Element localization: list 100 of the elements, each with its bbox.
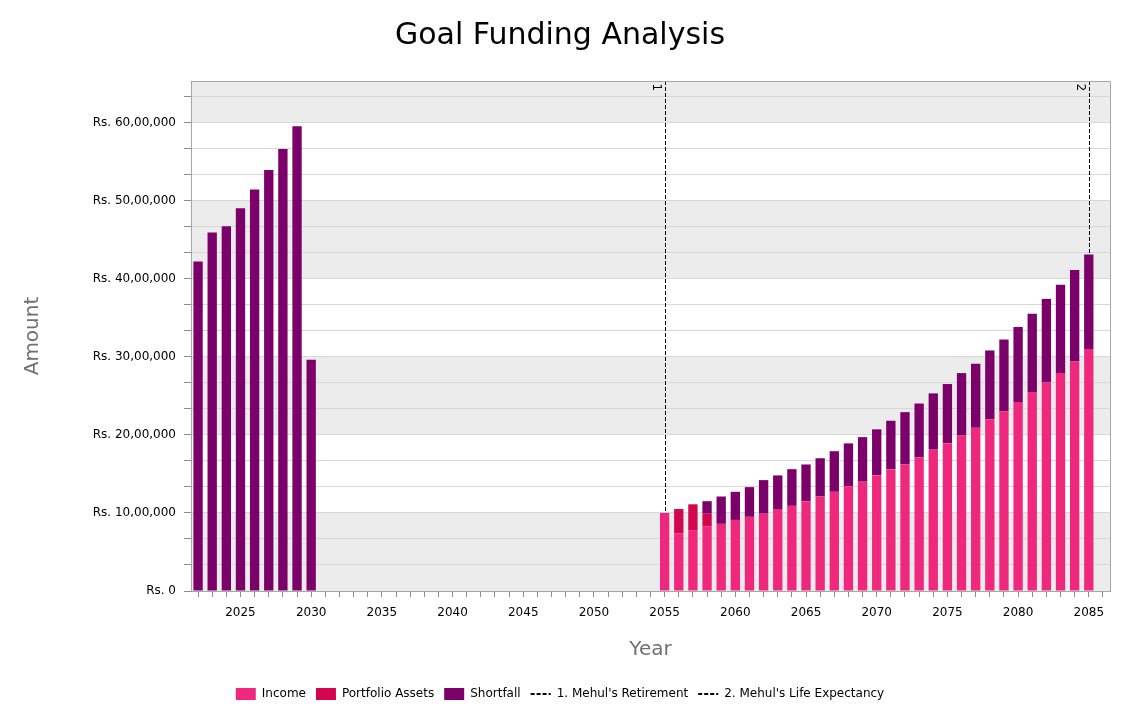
bar — [674, 508, 684, 534]
bar — [1084, 254, 1094, 349]
bar — [702, 501, 712, 514]
y-tick-label: Rs. 10,00,000 — [92, 505, 176, 520]
bar — [829, 451, 839, 492]
bar — [971, 363, 981, 428]
bar — [688, 504, 698, 531]
y-tick-label: Rs. 30,00,000 — [92, 348, 176, 363]
bar — [702, 513, 712, 527]
bar — [914, 457, 924, 591]
bar — [900, 464, 910, 591]
bar — [235, 208, 246, 591]
bar — [801, 501, 811, 591]
bar — [1055, 284, 1066, 374]
bar — [264, 170, 274, 591]
bar — [1041, 382, 1052, 591]
bar — [744, 487, 755, 517]
annotation: 2 — [1073, 83, 1088, 92]
bar — [193, 261, 203, 591]
x-tick-label: 2025 — [225, 605, 256, 620]
bar — [900, 412, 910, 465]
bar — [787, 505, 797, 591]
bar — [942, 384, 953, 444]
x-tick-label: 2085 — [1073, 605, 1105, 620]
bar — [758, 513, 769, 591]
x-tick-label: 2035 — [366, 605, 398, 620]
bar — [942, 443, 953, 591]
chart-title: Goal Funding Analysis — [394, 15, 726, 51]
bar — [886, 469, 896, 591]
bar — [1069, 361, 1080, 591]
bar — [278, 148, 288, 591]
y-tick-label: Rs. 50,00,000 — [92, 192, 176, 207]
bar — [857, 437, 868, 482]
bar — [688, 530, 698, 591]
bar — [815, 496, 825, 591]
bar — [872, 475, 882, 591]
y-tick-label: Rs. 20,00,000 — [92, 426, 176, 441]
x-tick-label: 2030 — [295, 605, 327, 620]
annotation: 1 — [649, 83, 664, 92]
bar — [1027, 392, 1037, 591]
bar — [292, 126, 302, 591]
bar — [773, 475, 783, 509]
x-axis-title: Year — [628, 636, 673, 661]
bar — [1041, 298, 1052, 383]
bar — [928, 393, 938, 450]
y-tick-label: Rs. 60,00,000 — [92, 114, 176, 129]
bar — [843, 443, 854, 487]
bar — [674, 533, 684, 591]
bar — [1069, 270, 1080, 362]
bar — [985, 350, 995, 420]
bar — [801, 464, 811, 502]
bar — [1084, 348, 1094, 591]
bar — [999, 411, 1009, 591]
bar — [207, 232, 217, 591]
x-tick-label: 2050 — [578, 605, 610, 620]
bar — [702, 526, 712, 591]
x-tick-label: 2045 — [507, 605, 539, 620]
bar — [221, 226, 232, 591]
bar — [730, 491, 740, 520]
bar — [716, 523, 726, 591]
bar — [744, 516, 755, 591]
bar — [1055, 373, 1066, 591]
bar — [872, 429, 882, 476]
bar — [971, 427, 981, 591]
x-tick-label: 2060 — [720, 605, 751, 620]
bar — [787, 469, 797, 506]
bar — [773, 508, 783, 591]
x-tick-label: 2055 — [649, 605, 680, 620]
legend-label: Shortfall — [470, 686, 521, 701]
x-tick-label: 2040 — [437, 605, 468, 620]
bar — [886, 420, 896, 470]
bar — [716, 496, 726, 524]
bar — [928, 449, 938, 591]
bar — [843, 486, 854, 591]
bar — [829, 491, 839, 591]
bar — [914, 403, 924, 458]
bar — [730, 519, 740, 591]
x-tick-label: 2075 — [932, 605, 963, 620]
legend-label: Portfolio Assets — [341, 686, 435, 701]
bar — [758, 480, 769, 514]
y-tick-label: Rs. 0 — [146, 583, 176, 598]
x-tick-label: 2065 — [790, 605, 822, 620]
bar — [999, 339, 1009, 412]
bar — [985, 419, 995, 591]
y-tick-label: Rs. 40,00,000 — [92, 270, 176, 285]
bar — [956, 373, 967, 436]
bar — [659, 512, 670, 591]
bar — [1027, 313, 1037, 393]
bar — [249, 189, 260, 591]
bar — [815, 458, 825, 497]
x-tick-label: 2080 — [1002, 605, 1034, 620]
y-axis-title: Amount — [19, 296, 44, 376]
legend-label: 2. Mehul's Life Expectancy — [724, 686, 885, 701]
bar — [306, 359, 316, 591]
legend-label: 1. Mehul's Retirement — [556, 686, 689, 701]
bar — [857, 481, 868, 591]
legend-label: Income — [261, 686, 306, 701]
bar — [956, 435, 967, 591]
bar — [1013, 327, 1023, 402]
bar — [1013, 402, 1023, 591]
